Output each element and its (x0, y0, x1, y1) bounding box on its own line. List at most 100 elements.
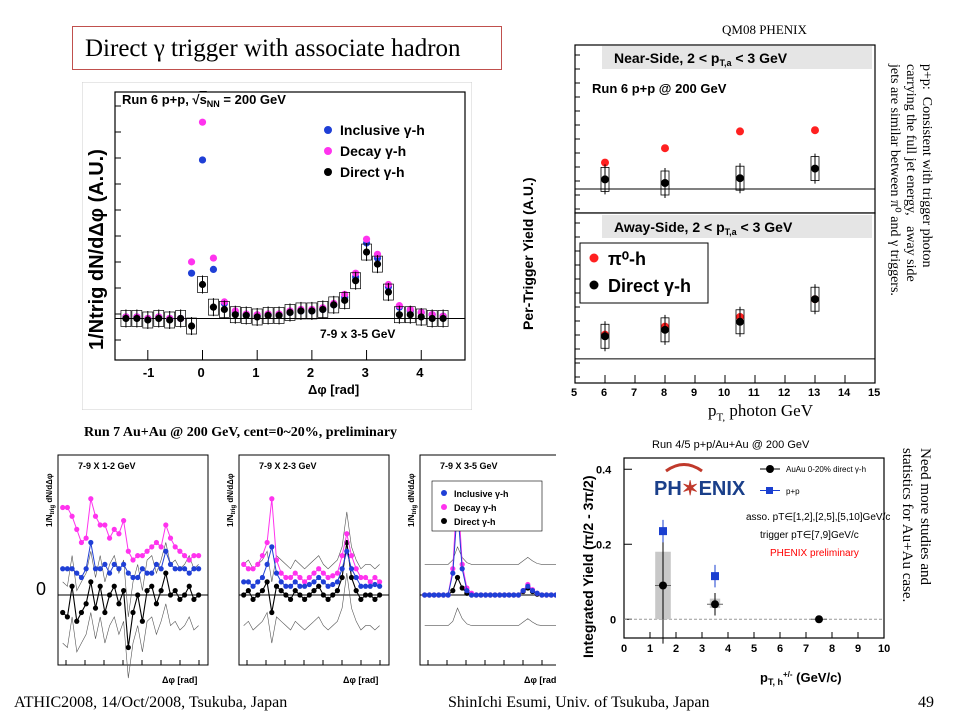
chart3-point-direct (93, 606, 98, 611)
legend-pi0-marker (590, 254, 599, 263)
auau-note-line-1: Need more studies and (916, 448, 934, 602)
auau-correlations-chart: 7-9 X 1-2 GeV 1/Ntrig dN/dΔφ Δφ [rad] 7-9 X… (36, 447, 556, 697)
chart3-point-inclusive (107, 571, 112, 576)
chart1-point-direct (254, 313, 261, 320)
chart3-point-direct (311, 588, 316, 593)
chart3-point-direct (241, 592, 246, 597)
chart1-point-inclusive (199, 156, 206, 163)
chart3-x-label: Δφ [rad] (343, 675, 378, 685)
chart1-point-direct (308, 307, 315, 314)
chart3-panel-label: 7-9 X 3-5 GeV (440, 461, 498, 471)
chart3-point-direct (159, 588, 164, 593)
chart3-point-decay (126, 549, 131, 554)
chart3-point-direct (65, 614, 70, 619)
chart2-x-tick-label: 12 (778, 387, 790, 399)
chart3-panel-2: 7-9 X 2-3 GeV 1/Ntrig dN/dΔφ Δφ [rad] (226, 455, 389, 685)
chart3-point-direct (354, 588, 359, 593)
chart3-point-direct (302, 597, 307, 602)
chart3-point-decay (250, 566, 255, 571)
chart3-point-direct (154, 601, 159, 606)
chart3-point-inclusive (516, 592, 521, 597)
chart3-point-decay (191, 553, 196, 558)
chart3-point-decay (154, 540, 159, 545)
legend-inclusive-label: Inclusive γ-h (340, 122, 425, 138)
chart1-point-direct (133, 315, 140, 322)
chart3-point-inclusive (250, 584, 255, 589)
chart1-point-decay (210, 254, 217, 261)
chart3-point-direct (121, 588, 126, 593)
title-gamma: γ (154, 35, 165, 62)
chart2-x-tick-label: 9 (691, 387, 697, 399)
chart2-run-label: Run 6 p+p @ 200 GeV (592, 81, 727, 96)
chart3-point-inclusive (121, 562, 126, 567)
chart3-point-direct (460, 585, 465, 590)
chart3-point-inclusive (187, 571, 192, 576)
chart3-point-direct (144, 588, 149, 593)
chart3-point-decay (279, 571, 284, 576)
chart3-legend-label: Direct γ-h (454, 517, 496, 527)
chart2-y-label: Per-Trigger Yield (A.U.) (520, 178, 536, 330)
chart1-point-direct (407, 311, 414, 318)
chart3-point-inclusive (112, 562, 117, 567)
chart3-point-inclusive (102, 562, 107, 567)
chart3-point-direct (88, 579, 93, 584)
footer-left: ATHIC2008, 14/Oct/2008, Tsukuba, Japan (14, 694, 287, 712)
chart3-point-inclusive (130, 575, 135, 580)
chart3-point-decay (65, 505, 70, 510)
chart3-point-direct (102, 610, 107, 615)
chart1-x-tick-label: 0 (198, 365, 205, 380)
chart3-point-decay (116, 531, 121, 536)
chart4-y-label: Integrated Yield (π/2 - 3π/2) (580, 476, 596, 658)
chart1-point-direct (199, 281, 206, 288)
chart3-point-direct (79, 610, 84, 615)
chart4-x-tick-label: 2 (673, 643, 679, 655)
chart3-legend-marker (441, 490, 447, 496)
chart3-point-inclusive (196, 566, 201, 571)
chart3-point-inclusive (354, 575, 359, 580)
chart4-point-auau (815, 615, 823, 623)
chart1-point-decay (199, 119, 206, 126)
chart3-point-direct (135, 592, 140, 597)
chart3-point-direct (107, 592, 112, 597)
chart1-point-direct (319, 306, 326, 313)
legend-direct-marker-2 (590, 281, 599, 290)
chart3-point-inclusive (173, 566, 178, 571)
chart3-y-label: 1/Ntrig dN/dΔφ (226, 473, 237, 527)
auau-note-line-2: statistics for Au+Au case. (898, 448, 916, 602)
chart1-point-direct (144, 316, 151, 323)
chart3-point-decay (187, 557, 192, 562)
slide-title: Direct γ trigger with associate hadron (72, 26, 502, 70)
chart3-panel-label: 7-9 X 1-2 GeV (78, 461, 136, 471)
chart3-point-inclusive (159, 566, 164, 571)
chart1-point-direct (188, 322, 195, 329)
chart3-point-direct (325, 597, 330, 602)
chart3-point-decay (363, 575, 368, 580)
chart3-point-decay (93, 514, 98, 519)
chart3-point-inclusive (325, 584, 330, 589)
chart3-legend-label: Decay γ-h (454, 503, 497, 513)
chart3-point-inclusive (544, 592, 549, 597)
chart3-x-label: Δφ [rad] (524, 675, 556, 685)
chart3-point-inclusive (116, 566, 121, 571)
pp-correlation-chart: Run 6 p+p, √sNN = 200 GeV Inclusive γ-h … (82, 82, 472, 410)
chart3-point-inclusive (246, 579, 251, 584)
chart2-point-direct (661, 179, 669, 187)
chart3-point-decay (260, 553, 265, 558)
chart1-point-inclusive (210, 266, 217, 273)
chart3-point-inclusive (297, 584, 302, 589)
integrated-yield-chart: PH✶ENIX AuAu 0-20% direct γ-h p+p asso. … (574, 452, 890, 690)
chart4-x-tick-label: 1 (647, 643, 653, 655)
chart4-x-tick-label: 6 (777, 643, 783, 655)
chart3-legend: Inclusive γ-hDecay γ-hDirect γ-h (432, 481, 542, 531)
chart3-point-decay (288, 575, 293, 580)
chart2-x-tick-label: 11 (748, 387, 760, 399)
chart2-x-tick-label: 14 (838, 387, 851, 399)
chart3-point-inclusive (511, 592, 516, 597)
chart4-x-tick-label: 7 (803, 643, 809, 655)
chart3-point-decay (297, 575, 302, 580)
chart3-point-inclusive (368, 584, 373, 589)
chart3-point-inclusive (126, 571, 131, 576)
chart3-point-inclusive (372, 582, 377, 587)
chart3-point-direct (283, 592, 288, 597)
legend-inclusive-marker (324, 126, 332, 134)
